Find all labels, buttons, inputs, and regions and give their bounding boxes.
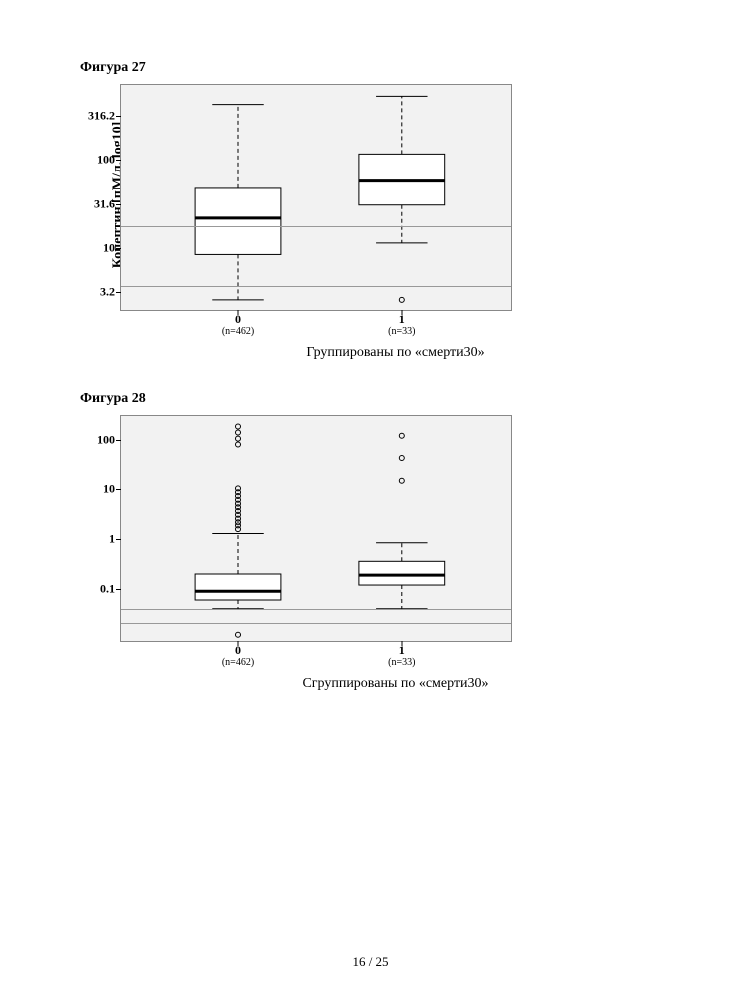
x-n-label: (n=462) bbox=[222, 641, 254, 668]
y-tick-label: 316.2 bbox=[88, 108, 115, 123]
reference-line bbox=[121, 623, 511, 624]
y-tick-label: 1 bbox=[109, 532, 115, 547]
y-tick-label: 0.1 bbox=[100, 581, 115, 596]
figure-27-block: Фигура 27 Копептин [пМ/л, log10] 3.21031… bbox=[80, 60, 671, 361]
figure-28-plot: 0.11101000(n=462)1(n=33) bbox=[120, 415, 512, 642]
page-number: 16 / 25 bbox=[0, 954, 741, 970]
figure-27-xtitle: Группированы по «смерти30» bbox=[120, 345, 671, 361]
y-tick-label: 3.2 bbox=[100, 284, 115, 299]
figure-27-plot: 3.21031.6100316.20(n=462)1(n=33) bbox=[120, 84, 512, 311]
reference-line bbox=[121, 226, 511, 227]
reference-line bbox=[121, 286, 511, 287]
x-n-label: (n=33) bbox=[388, 310, 415, 337]
reference-line bbox=[121, 609, 511, 610]
x-n-label: (n=462) bbox=[222, 310, 254, 337]
y-tick-label: 10 bbox=[103, 482, 115, 497]
figure-28-title: Фигура 28 bbox=[80, 391, 671, 407]
figure-28-svg bbox=[121, 416, 511, 641]
y-tick-label: 100 bbox=[97, 152, 115, 167]
figure-27-title: Фигура 27 bbox=[80, 60, 671, 76]
y-tick-label: 100 bbox=[97, 432, 115, 447]
figure-27-chart-wrap: Копептин [пМ/л, log10] 3.21031.6100316.2… bbox=[120, 84, 671, 361]
figure-27-svg bbox=[121, 85, 511, 310]
y-tick-label: 31.6 bbox=[94, 197, 115, 212]
x-n-label: (n=33) bbox=[388, 641, 415, 668]
figure-28-xtitle: Сгруппированы по «смерти30» bbox=[120, 676, 671, 692]
figure-28-block: Фигура 28 PCT смысл. [нг/мл, log10] 0.11… bbox=[80, 391, 671, 692]
figure-28-chart-wrap: PCT смысл. [нг/мл, log10] 0.11101000(n=4… bbox=[120, 415, 671, 692]
y-tick-label: 10 bbox=[103, 241, 115, 256]
document-page: Фигура 27 Копептин [пМ/л, log10] 3.21031… bbox=[0, 0, 741, 762]
